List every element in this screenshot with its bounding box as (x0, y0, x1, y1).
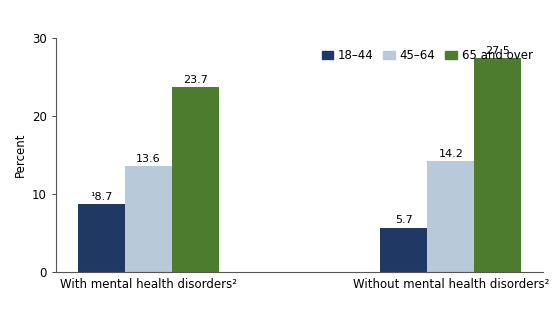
Legend: 18–44, 45–64, 65 and over: 18–44, 45–64, 65 and over (317, 44, 537, 67)
Bar (78, 204, 125, 272)
Text: 14.2: 14.2 (438, 149, 463, 159)
Text: 5.7: 5.7 (395, 215, 413, 225)
Y-axis label: Percent: Percent (13, 133, 26, 178)
Bar (172, 87, 219, 272)
Bar (380, 228, 427, 272)
Bar (125, 166, 172, 272)
Text: 23.7: 23.7 (183, 75, 208, 85)
Text: ¹8.7: ¹8.7 (90, 192, 113, 202)
Bar (427, 161, 474, 272)
Bar (474, 58, 521, 272)
Text: 13.6: 13.6 (136, 154, 161, 164)
Text: 27.5: 27.5 (486, 45, 510, 56)
